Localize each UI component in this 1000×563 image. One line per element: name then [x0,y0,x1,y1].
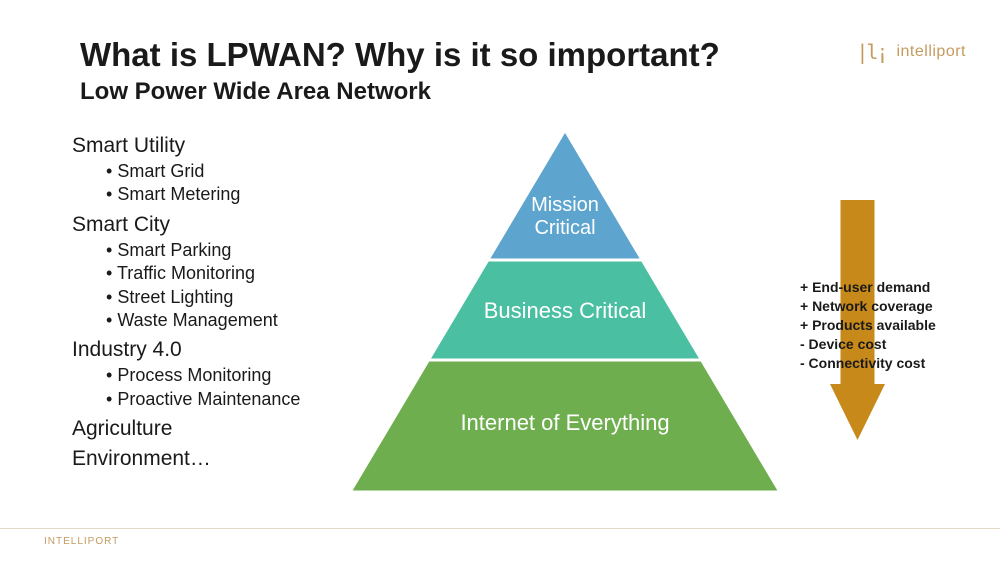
applications-list: Smart UtilitySmart GridSmart MeteringSma… [72,128,372,473]
slide: What is LPWAN? Why is it so important? L… [0,0,1000,563]
list-item: Smart Metering [106,183,372,206]
list-group-items: Smart GridSmart Metering [72,160,372,207]
pyramid-layer-label: MissionCritical [350,194,780,240]
factor-line: - Device cost [800,335,980,354]
list-item: Smart Grid [106,160,372,183]
logo-mark-icon: |l¡ [856,40,886,64]
list-item: Waste Management [106,309,372,332]
list-item: Process Monitoring [106,364,372,387]
list-item: Proactive Maintenance [106,388,372,411]
logo-text: intelliport [896,43,966,61]
factor-line: + End-user demand [800,278,980,297]
slide-subtitle: Low Power Wide Area Network [80,78,431,106]
list-item: Traffic Monitoring [106,262,372,285]
slide-title: What is LPWAN? Why is it so important? [80,36,720,74]
list-group-header: Environment… [72,447,372,471]
factors-list: + End-user demand+ Network coverage+ Pro… [800,278,980,372]
list-group-items: Process MonitoringProactive Maintenance [72,364,372,411]
list-group-header: Smart City [72,213,372,237]
factor-line: + Products available [800,316,980,335]
footer-divider [0,528,1000,529]
factor-line: + Network coverage [800,297,980,316]
list-item: Street Lighting [106,286,372,309]
list-group-header: Agriculture [72,417,372,441]
footer-brand: INTELLIPORT [44,536,119,547]
factor-line: - Connectivity cost [800,354,980,373]
brand-logo: |l¡ intelliport [856,40,966,64]
list-group-header: Smart Utility [72,134,372,158]
list-group-items: Smart ParkingTraffic MonitoringStreet Li… [72,239,372,333]
list-group-header: Industry 4.0 [72,338,372,362]
pyramid-layer-label: Internet of Everything [350,410,780,435]
list-item: Smart Parking [106,239,372,262]
pyramid-layer-label: Business Critical [350,298,780,323]
pyramid-diagram: MissionCritical Business Critical Internet… [350,130,780,500]
